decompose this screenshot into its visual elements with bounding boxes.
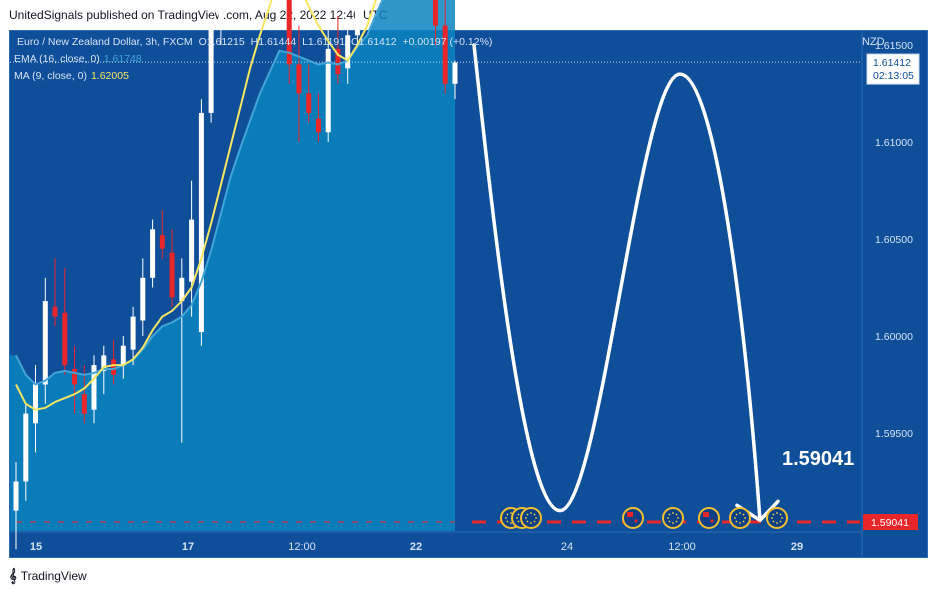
- candle-body: [442, 25, 448, 84]
- candle-body: [189, 219, 195, 282]
- candle-body: [179, 277, 185, 302]
- ema-legend[interactable]: EMA (16, close, 0) 1.61748: [14, 53, 142, 65]
- candle-body: [120, 345, 126, 366]
- eu-flag-icon[interactable]: [520, 507, 542, 529]
- ohlc-legend: Euro / New Zealand Dollar, 3h, FXCM O1.6…: [14, 36, 492, 48]
- candle-body: [218, 0, 224, 30]
- x-tick-label: 17: [182, 541, 194, 553]
- x-tick-label: 12:00: [668, 541, 696, 553]
- change-value: +0.00197 (+0.12%): [402, 36, 493, 48]
- x-tick-label: 22: [410, 541, 422, 553]
- candle-body: [91, 365, 97, 410]
- ema-label: EMA (16, close, 0): [14, 53, 100, 65]
- ma-legend[interactable]: MA (9, close, 0) 1.62005: [14, 70, 129, 82]
- candle-body: [345, 35, 351, 69]
- candle-body: [72, 369, 77, 385]
- ema-area-fill: [10, 0, 455, 531]
- x-tick-label: 24: [561, 541, 573, 553]
- candle-body: [306, 93, 312, 113]
- target-price-label: 1.59041: [871, 517, 909, 529]
- y-tick-label: 1.59500: [875, 428, 913, 440]
- candle-body: [159, 235, 165, 249]
- candle-body: [33, 384, 38, 424]
- eu-flag-icon[interactable]: [766, 507, 788, 529]
- target-price-box: [863, 514, 918, 530]
- candle-body: [354, 0, 360, 36]
- high-value: H1.61444: [250, 36, 297, 48]
- candle-body: [62, 312, 68, 366]
- candle-body: [150, 229, 156, 278]
- candle-body: [140, 277, 146, 321]
- candle-body: [81, 394, 87, 414]
- candle-body: [52, 306, 58, 317]
- candle-body: [13, 481, 19, 511]
- candle-body: [335, 48, 341, 75]
- open-value: O1.61215: [198, 36, 245, 48]
- tradingview-logo-icon[interactable]: 𝄞: [9, 569, 17, 584]
- eu-flag-icon[interactable]: [662, 507, 684, 529]
- low-value: L1.61191: [302, 36, 346, 48]
- candle-body: [198, 112, 204, 333]
- symbol-label[interactable]: Euro / New Zealand Dollar, 3h, FXCM: [17, 36, 193, 48]
- candle-body: [111, 359, 117, 375]
- countdown-label: 02:13:05: [873, 70, 914, 82]
- x-tick-label: 12:00: [288, 541, 316, 553]
- candle-body: [452, 62, 458, 84]
- target-annotation: 1.59041: [782, 448, 855, 470]
- candle-body: [433, 0, 438, 26]
- y-tick-label: 1.60000: [875, 331, 913, 343]
- candle-body: [286, 0, 292, 65]
- top-bar: UnitedSignals published on TradingView.c…: [0, 0, 938, 30]
- footer: 𝄞 TradingView: [9, 569, 87, 584]
- ema-line: [15, 0, 384, 386]
- candle-body: [42, 301, 48, 385]
- close-value: C1.61412: [351, 36, 397, 48]
- candle-body: [315, 118, 321, 133]
- candle-body: [101, 355, 107, 371]
- y-tick-label: 1.61500: [875, 40, 913, 52]
- candle-body: [208, 25, 214, 113]
- nz-flag-icon[interactable]: [698, 507, 720, 529]
- y-tick-label: 1.60500: [875, 234, 913, 246]
- last-price-box: [866, 53, 920, 85]
- ma-label: MA (9, close, 0): [14, 70, 87, 82]
- candle-body: [130, 316, 136, 350]
- currency-label: NZD: [862, 36, 885, 48]
- candle-body: [23, 413, 29, 482]
- published-caption: UnitedSignals published on TradingView.c…: [9, 8, 388, 22]
- ma-line: [15, 0, 377, 411]
- candle-body: [296, 64, 302, 94]
- footer-brand[interactable]: TradingView: [20, 569, 87, 583]
- x-tick-label: 15: [30, 541, 42, 553]
- projection-path: [472, 43, 762, 523]
- y-tick-label: 1.61000: [875, 137, 913, 149]
- candle-body: [169, 252, 175, 298]
- last-price-label: 1.61412: [873, 57, 911, 69]
- eu-flag-icon[interactable]: [729, 507, 751, 529]
- candle-body: [325, 48, 331, 133]
- ema-value: 1.61748: [103, 53, 142, 65]
- nz-flag-icon[interactable]: [622, 507, 644, 529]
- ma-value: 1.62005: [90, 70, 129, 82]
- x-tick-label: 29: [791, 541, 803, 553]
